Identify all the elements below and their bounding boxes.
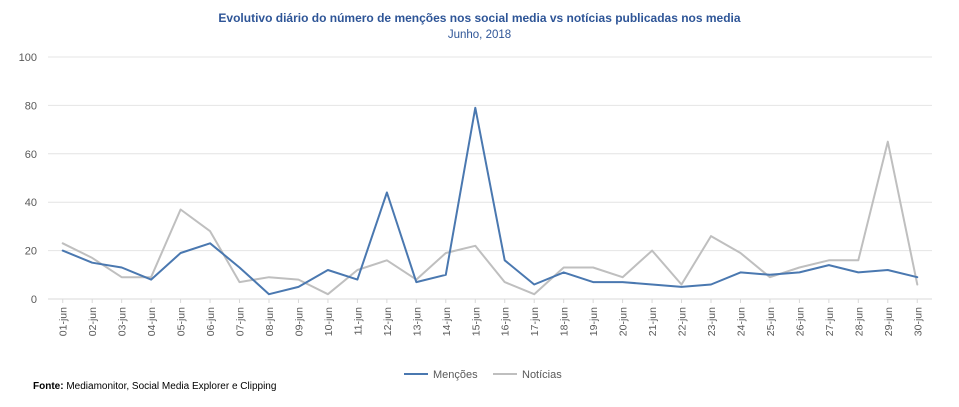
x-tick-label: 27-jun xyxy=(824,307,836,336)
x-tick-label: 04-jun xyxy=(146,307,158,336)
x-tick-label: 03-jun xyxy=(117,307,129,336)
y-axis: 0 20 40 60 80 100 xyxy=(19,52,37,306)
x-tick-label: 16-jun xyxy=(500,307,512,336)
x-tick-label: 23-jun xyxy=(706,307,718,336)
x-tick-label: 09-jun xyxy=(293,307,305,336)
source-label: Fonte: xyxy=(33,381,64,392)
x-tick-label: 20-jun xyxy=(618,307,630,336)
series-lines xyxy=(61,106,919,296)
x-tick-label: 21-jun xyxy=(647,307,659,336)
x-tick-label: 10-jun xyxy=(323,307,335,336)
x-axis: 01-jun 02-jun 03-jun 04-jun 05-jun 06-jun 07-j… xyxy=(58,299,924,336)
x-tick-label: 30-jun xyxy=(912,307,924,336)
y-tick-label: 100 xyxy=(19,52,37,64)
series-line-noticias xyxy=(61,140,919,296)
x-tick-label: 22-jun xyxy=(677,307,689,336)
series-line-mencoes xyxy=(61,106,919,296)
y-tick-label: 60 xyxy=(25,149,37,161)
x-tick-label: 01-jun xyxy=(58,307,70,336)
x-tick-label: 12-jun xyxy=(382,307,394,336)
legend-label: Notícias xyxy=(522,369,562,381)
x-tick-label: 07-jun xyxy=(235,307,247,336)
x-tick-label: 18-jun xyxy=(559,307,571,336)
x-tick-label: 14-jun xyxy=(441,307,453,336)
gridlines xyxy=(48,56,932,300)
x-tick-label: 17-jun xyxy=(529,307,541,336)
x-tick-label: 02-jun xyxy=(87,307,99,336)
source-text: Mediamonitor, Social Media Explorer e Cl… xyxy=(66,381,277,392)
chart-title: Evolutivo diário do número de menções no… xyxy=(218,11,741,25)
y-tick-label: 20 xyxy=(25,246,37,258)
x-tick-label: 26-jun xyxy=(794,307,806,336)
y-tick-label: 40 xyxy=(25,197,37,209)
legend-label: Menções xyxy=(433,369,478,381)
x-tick-label: 11-jun xyxy=(352,307,364,336)
chart-subtitle: Junho, 2018 xyxy=(447,29,512,41)
x-tick-label: 06-jun xyxy=(205,307,217,336)
x-tick-label: 05-jun xyxy=(176,307,188,336)
legend: Menções Notícias xyxy=(404,369,562,381)
x-tick-label: 19-jun xyxy=(588,307,600,336)
x-tick-label: 08-jun xyxy=(264,307,276,336)
x-tick-label: 24-jun xyxy=(735,307,747,336)
x-tick-label: 13-jun xyxy=(411,307,423,336)
y-tick-label: 80 xyxy=(25,100,37,112)
x-tick-label: 29-jun xyxy=(883,307,895,336)
x-tick-label: 25-jun xyxy=(765,307,777,336)
x-tick-label: 15-jun xyxy=(470,307,482,336)
y-tick-label: 0 xyxy=(31,294,37,306)
source-note: Fonte: Mediamonitor, Social Media Explor… xyxy=(33,381,276,392)
x-tick-label: 28-jun xyxy=(853,307,865,336)
